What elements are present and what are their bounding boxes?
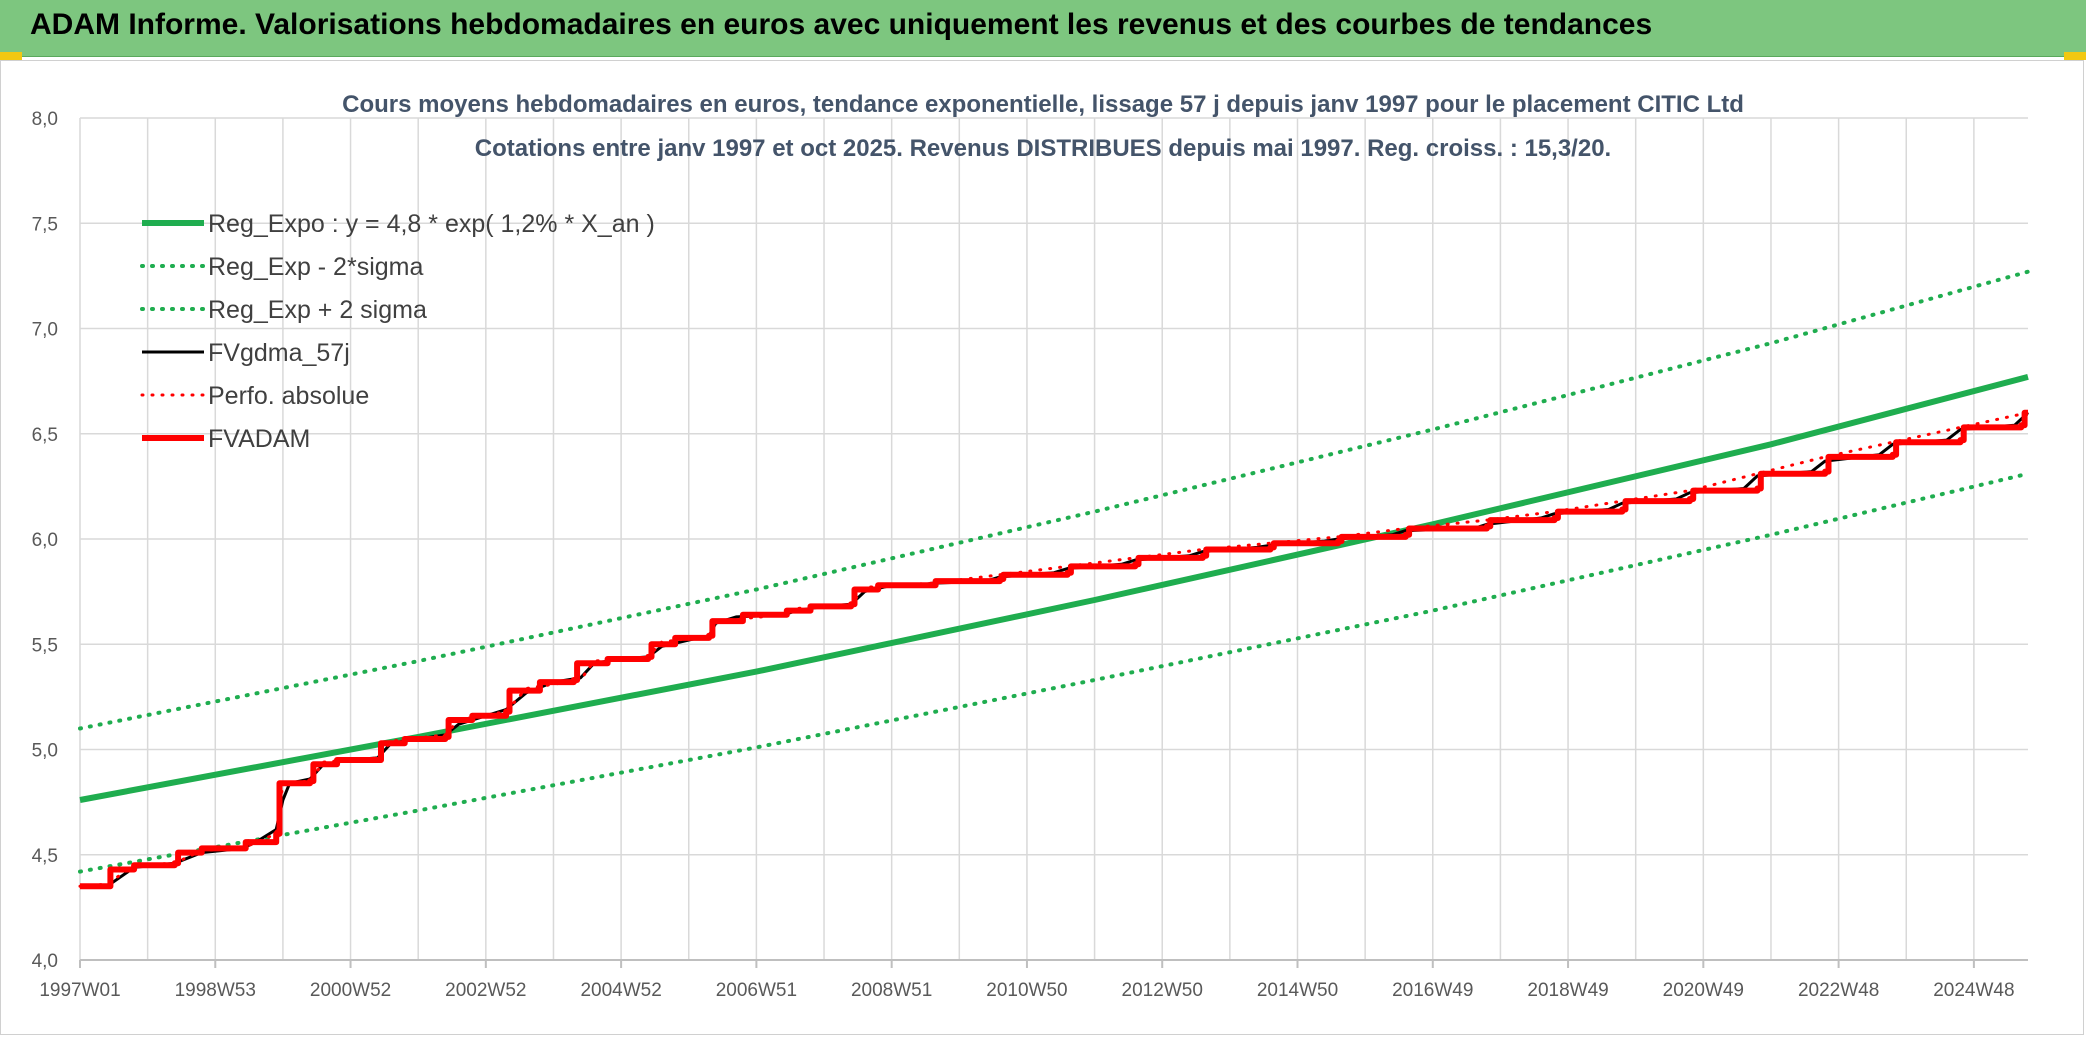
x-tick-label: 1998W53 xyxy=(175,980,256,1001)
series-line-5 xyxy=(80,409,2028,890)
grid xyxy=(79,117,2028,961)
legend-label-2: Reg_Exp + 2 sigma xyxy=(208,296,427,324)
legend-label-3: FVgdma_57j xyxy=(208,339,350,367)
x-tick-label: 2002W52 xyxy=(445,980,526,1001)
y-tick-label: 4,5 xyxy=(32,846,58,867)
x-tick-label: 2018W49 xyxy=(1527,980,1608,1001)
chart-title: Cours moyens hebdomadaires en euros, ten… xyxy=(342,91,1744,118)
series-line-0 xyxy=(79,373,2029,803)
x-tick-label: 2022W48 xyxy=(1798,980,1879,1001)
legend-label-5: FVADAM xyxy=(208,425,310,453)
y-tick-label: 4,0 xyxy=(32,951,58,972)
x-tick-label: 1997W01 xyxy=(39,980,120,1001)
y-tick-label: 6,5 xyxy=(32,425,58,446)
x-tick-label: 2020W49 xyxy=(1663,980,1744,1001)
corner-accent-right xyxy=(2064,52,2086,60)
x-tick-label: 2010W50 xyxy=(986,980,1067,1001)
chart-frame xyxy=(0,60,2084,1035)
chart-subtitle: Cotations entre janv 1997 et oct 2025. R… xyxy=(475,135,1611,162)
x-tick-label: 2006W51 xyxy=(716,980,797,1001)
x-tick-label: 2024W48 xyxy=(1933,980,2014,1001)
title-banner: ADAM Informe. Valorisations hebdomadaire… xyxy=(0,0,2086,57)
legend-label-1: Reg_Exp - 2*sigma xyxy=(208,253,423,281)
series-line-3 xyxy=(80,411,2030,888)
series-group xyxy=(78,269,2030,890)
legend-label-0: Reg_Expo : y = 4,8 * exp( 1,2% * X_an ) xyxy=(208,210,655,238)
x-tick-label: 2012W50 xyxy=(1122,980,1203,1001)
x-tick-label: 2016W49 xyxy=(1392,980,1473,1001)
axis-ticks: 4,0 4,5 5,0 5,5 6,0 6,5 7,0 7,5 8,0 1997W01 1998W5… xyxy=(32,109,2015,1001)
y-tick-label: 7,0 xyxy=(32,320,58,341)
y-tick-label: 6,0 xyxy=(32,530,58,551)
series-line-1 xyxy=(78,471,2030,874)
y-tick-label: 8,0 xyxy=(32,109,58,130)
legend-label-4: Perfo. absolue xyxy=(208,382,369,410)
y-tick-label: 5,5 xyxy=(32,635,58,656)
x-tick-label: 2008W51 xyxy=(851,980,932,1001)
series-line-4 xyxy=(78,411,2030,888)
x-tick-label: 2004W52 xyxy=(580,980,661,1001)
banner-title: ADAM Informe. Valorisations hebdomadaire… xyxy=(30,8,1653,41)
x-tick-label: 2000W52 xyxy=(310,980,391,1001)
corner-accent-left xyxy=(0,52,22,60)
x-tick-label: 2014W50 xyxy=(1257,980,1338,1001)
y-tick-label: 5,0 xyxy=(32,741,58,762)
series-line-2 xyxy=(78,269,2030,731)
y-tick-label: 7,5 xyxy=(32,214,58,235)
legend: Reg_Expo : y = 4,8 * exp( 1,2% * X_an ) R… xyxy=(140,210,655,453)
